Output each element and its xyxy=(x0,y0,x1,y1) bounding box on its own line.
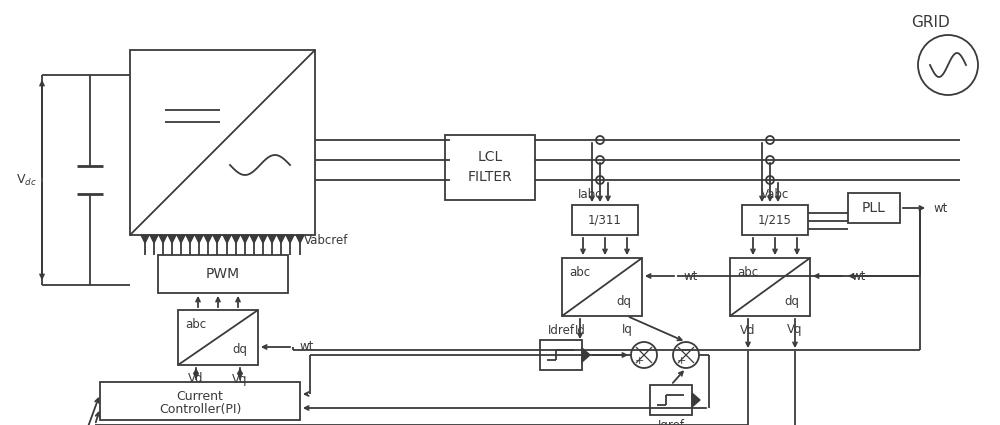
Polygon shape xyxy=(268,235,276,243)
Polygon shape xyxy=(195,235,203,243)
Text: dq: dq xyxy=(784,295,800,308)
Polygon shape xyxy=(692,393,700,407)
Text: PLL: PLL xyxy=(862,201,886,215)
Text: Id: Id xyxy=(575,323,585,337)
Text: wt: wt xyxy=(684,269,698,283)
Text: dq: dq xyxy=(232,343,248,357)
Text: dq: dq xyxy=(616,295,632,308)
FancyBboxPatch shape xyxy=(730,258,810,316)
Polygon shape xyxy=(259,235,267,243)
Text: Vd: Vd xyxy=(188,372,204,385)
Polygon shape xyxy=(296,235,304,243)
Polygon shape xyxy=(241,235,249,243)
FancyBboxPatch shape xyxy=(742,205,808,235)
FancyBboxPatch shape xyxy=(130,50,315,235)
FancyBboxPatch shape xyxy=(650,385,692,415)
Text: abc: abc xyxy=(569,266,591,280)
Text: −: − xyxy=(639,343,649,357)
Circle shape xyxy=(596,136,604,144)
Polygon shape xyxy=(232,235,240,243)
Circle shape xyxy=(596,176,604,184)
Polygon shape xyxy=(168,235,176,243)
Circle shape xyxy=(766,176,774,184)
Text: Iq: Iq xyxy=(622,323,632,337)
Text: GRID: GRID xyxy=(911,14,949,29)
Polygon shape xyxy=(223,235,231,243)
Text: Vd: Vd xyxy=(740,323,756,337)
FancyBboxPatch shape xyxy=(562,258,642,316)
Text: 1/311: 1/311 xyxy=(588,213,622,227)
Text: Vabc: Vabc xyxy=(761,187,789,201)
Text: abc: abc xyxy=(737,266,759,280)
Circle shape xyxy=(766,156,774,164)
Text: wt: wt xyxy=(852,269,866,283)
Polygon shape xyxy=(204,235,212,243)
FancyBboxPatch shape xyxy=(158,255,288,293)
Text: wt: wt xyxy=(300,340,314,354)
Text: +: + xyxy=(676,356,686,366)
Polygon shape xyxy=(582,348,590,362)
Polygon shape xyxy=(177,235,185,243)
Text: abc: abc xyxy=(185,318,207,332)
Text: LCL: LCL xyxy=(477,150,503,164)
Polygon shape xyxy=(286,235,294,243)
Circle shape xyxy=(596,156,604,164)
Text: Idref: Idref xyxy=(548,323,574,337)
Polygon shape xyxy=(141,235,149,243)
FancyBboxPatch shape xyxy=(445,135,535,200)
FancyBboxPatch shape xyxy=(178,310,258,365)
Text: −: − xyxy=(681,343,691,357)
Text: wt: wt xyxy=(934,201,948,215)
Text: Vq: Vq xyxy=(787,323,803,337)
Polygon shape xyxy=(159,235,167,243)
FancyBboxPatch shape xyxy=(572,205,638,235)
FancyBboxPatch shape xyxy=(540,340,582,370)
Text: Current: Current xyxy=(177,389,223,402)
FancyBboxPatch shape xyxy=(100,382,300,420)
Polygon shape xyxy=(213,235,221,243)
Text: V$_{dc}$: V$_{dc}$ xyxy=(16,173,36,187)
Text: FILTER: FILTER xyxy=(468,170,512,184)
Text: 1/215: 1/215 xyxy=(758,213,792,227)
Text: Controller(PI): Controller(PI) xyxy=(159,403,241,416)
Text: Iqref: Iqref xyxy=(658,419,684,425)
Text: PWM: PWM xyxy=(206,267,240,281)
Text: Vabcref: Vabcref xyxy=(304,233,348,246)
Polygon shape xyxy=(186,235,194,243)
Polygon shape xyxy=(277,235,285,243)
Polygon shape xyxy=(150,235,158,243)
Polygon shape xyxy=(250,235,258,243)
Circle shape xyxy=(766,136,774,144)
Text: +: + xyxy=(634,356,644,366)
Text: Vq: Vq xyxy=(232,372,248,385)
Text: Iabc: Iabc xyxy=(578,187,602,201)
FancyBboxPatch shape xyxy=(848,193,900,223)
